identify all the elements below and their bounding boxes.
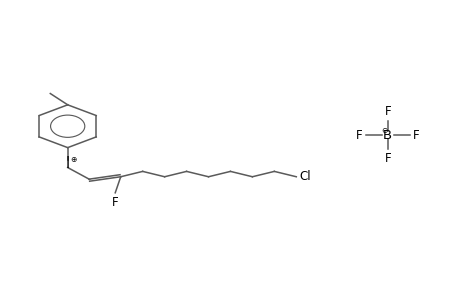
Text: ⊖: ⊖ — [381, 126, 387, 135]
Text: I: I — [66, 157, 70, 172]
Text: F: F — [112, 196, 118, 209]
Text: B: B — [382, 129, 392, 142]
Text: F: F — [384, 152, 390, 165]
Text: ⊕: ⊕ — [70, 155, 77, 164]
Text: F: F — [384, 105, 390, 118]
Text: Cl: Cl — [298, 170, 310, 183]
Text: F: F — [413, 129, 419, 142]
Text: F: F — [355, 129, 361, 142]
